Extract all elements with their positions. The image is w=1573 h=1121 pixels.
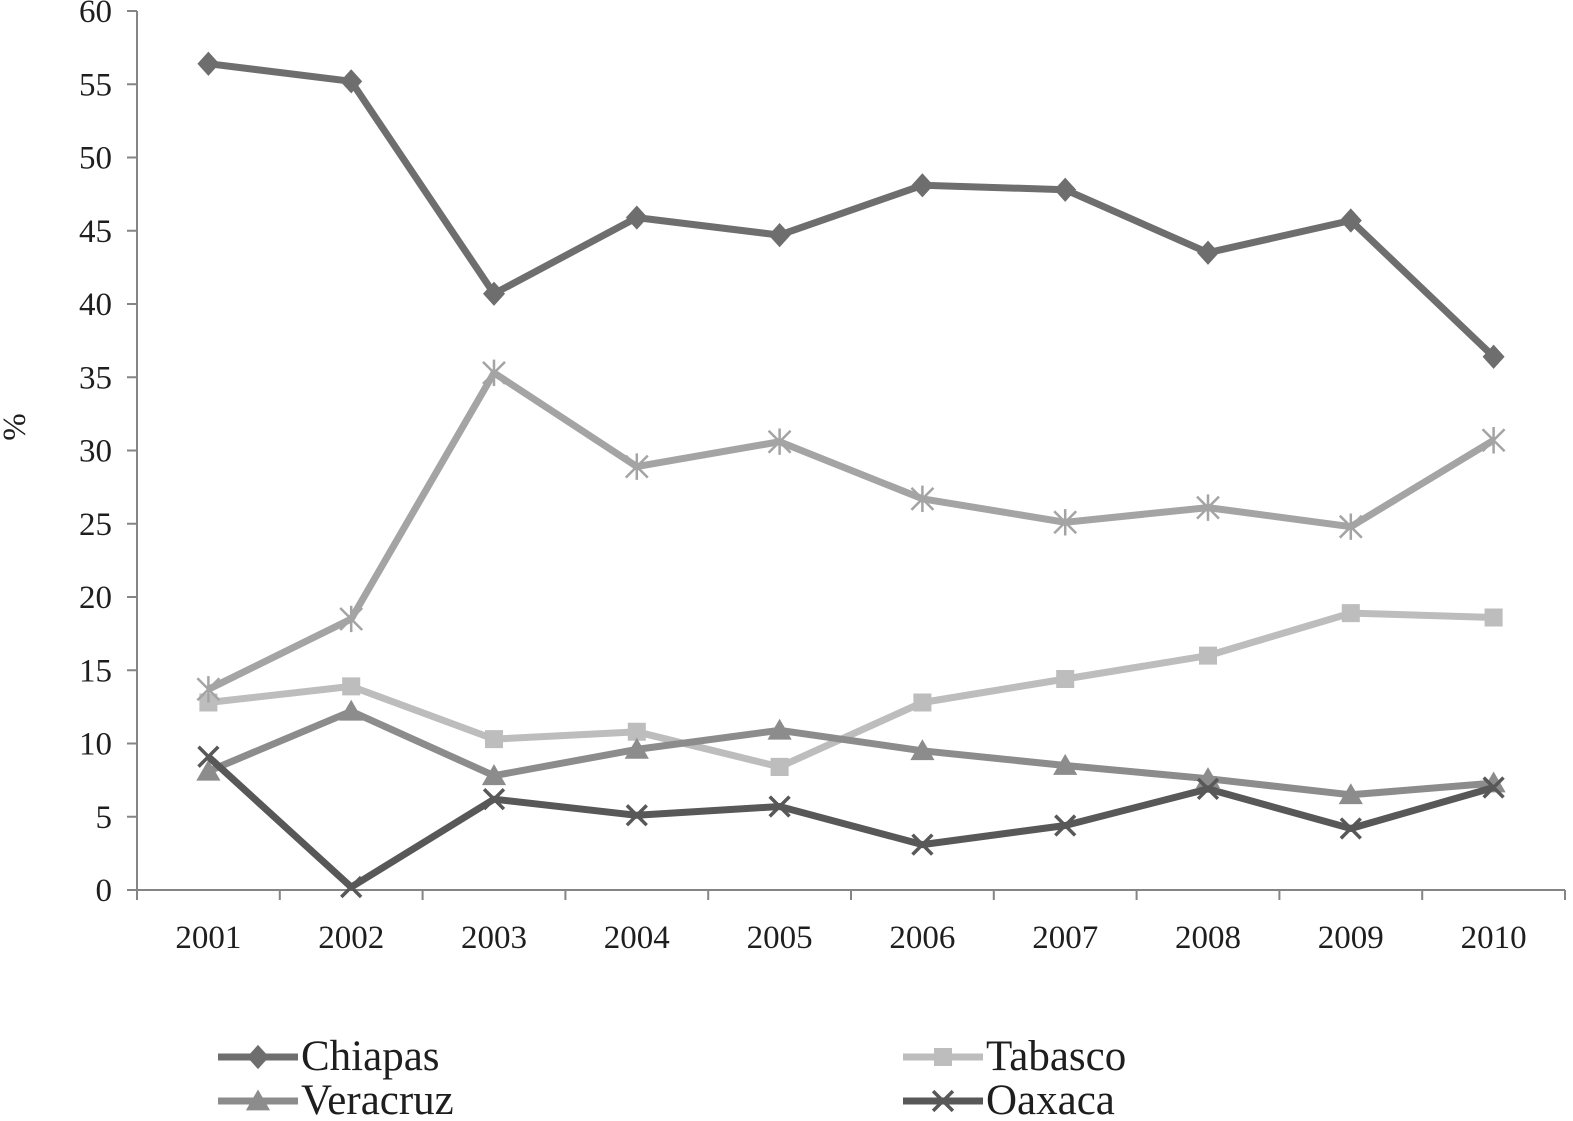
veracruz-marker-2005 <box>767 718 792 740</box>
x-tick-label: 2003 <box>461 920 527 956</box>
tabasco-marker-2010 <box>1484 608 1503 627</box>
tabasco-marker-2008 <box>1198 646 1218 665</box>
tabasco-marker-2004 <box>627 722 646 741</box>
veracruz-marker-2001 <box>196 759 221 781</box>
y-tick-label: 0 <box>96 873 113 909</box>
oaxaca-marker-2004 <box>625 804 648 827</box>
axes: 0 5 10 15 20 25 30 35 40 45 50 55 60 2001 2002 2003 2004… <box>79 0 1566 956</box>
tabasco-marker-2009 <box>1341 604 1360 623</box>
chiapas-marker-2002 <box>340 69 363 94</box>
chiapas-marker-2008 <box>1197 240 1219 265</box>
x-tick-label: 2004 <box>604 920 670 956</box>
y-tick-label: 40 <box>79 287 112 323</box>
oaxaca-marker-2005 <box>768 795 791 818</box>
chiapas-marker-2010 <box>1482 344 1505 369</box>
series-5-marker-2009 <box>1338 513 1363 540</box>
series-5-marker-2001 <box>196 676 221 703</box>
legend-diamond-icon <box>247 1044 269 1070</box>
veracruz-marker-2002 <box>339 699 364 721</box>
veracruz-marker-2007 <box>1053 753 1078 775</box>
oaxaca-marker-2006 <box>911 833 934 856</box>
chiapas-marker-2003 <box>483 281 505 306</box>
veracruz-marker-2004 <box>624 737 649 759</box>
legend: Chiapas Tabasco Veracruz Oaxaca <box>218 1033 1126 1121</box>
veracruz-marker-2009 <box>1338 783 1363 805</box>
series-5-marker-2010 <box>1481 427 1506 454</box>
legend-item-oaxaca: Oaxaca <box>903 1077 1115 1121</box>
y-tick-label: 5 <box>96 800 113 836</box>
legend-item-tabasco: Tabasco <box>903 1033 1126 1080</box>
legend-triangle-icon <box>245 1089 271 1111</box>
veracruz-series <box>196 699 1506 805</box>
series-5-line <box>206 369 1496 693</box>
oaxaca-marker-2001 <box>197 745 220 768</box>
oaxaca-marker-2008 <box>1196 777 1220 801</box>
chiapas-marker-2006 <box>911 173 934 198</box>
y-tick-label: 45 <box>79 214 112 250</box>
series-5-marker-2008 <box>1196 494 1220 521</box>
chiapas-marker-2007 <box>1054 177 1077 202</box>
y-axis-label: % <box>0 413 33 441</box>
series-5-marker-2006 <box>910 485 935 513</box>
tabasco-line <box>208 609 1494 771</box>
oaxaca-marker-2002 <box>340 875 363 899</box>
x-tick-label: 2002 <box>318 920 384 956</box>
oaxaca-marker-2007 <box>1054 814 1077 837</box>
oaxaca-marker-2003 <box>482 788 506 811</box>
y-tick-label: 15 <box>79 653 112 689</box>
oaxaca-series <box>197 745 1505 899</box>
x-tick-label: 2010 <box>1461 920 1527 956</box>
x-tick-label: 2006 <box>889 920 955 956</box>
chiapas-series <box>197 51 1505 369</box>
legend-item-chiapas: Chiapas <box>218 1033 440 1080</box>
veracruz-marker-2006 <box>910 739 935 761</box>
veracruz-marker-2003 <box>481 764 507 786</box>
x-tick-label: 2001 <box>175 920 241 956</box>
legend-square-icon <box>933 1047 953 1067</box>
tabasco-marker-2006 <box>913 693 932 712</box>
series-5-series <box>196 359 1506 703</box>
series-5-marker-2005 <box>767 428 792 455</box>
tabasco-marker-2003 <box>484 730 504 749</box>
legend-label: Oaxaca <box>986 1077 1115 1121</box>
y-tick-label: 55 <box>79 67 112 103</box>
x-tick-label: 2008 <box>1175 920 1241 956</box>
plot-area <box>196 51 1506 899</box>
oaxaca-line <box>206 754 1495 891</box>
chiapas-line <box>207 60 1497 360</box>
chiapas-marker-2005 <box>768 223 791 248</box>
y-tick-label: 20 <box>79 580 112 616</box>
series-5-marker-2002 <box>339 605 364 633</box>
y-tick-label: 25 <box>79 507 112 543</box>
veracruz-line <box>207 707 1494 799</box>
y-tick-label: 30 <box>79 434 112 470</box>
chiapas-marker-2004 <box>625 205 648 230</box>
series-5-marker-2007 <box>1053 509 1078 536</box>
legend-label: Chiapas <box>301 1033 440 1080</box>
tabasco-marker-2007 <box>1056 670 1075 689</box>
legend-label: Tabasco <box>986 1033 1126 1080</box>
chiapas-marker-2009 <box>1339 208 1362 233</box>
series-5-marker-2004 <box>624 453 649 480</box>
oaxaca-marker-2009 <box>1339 817 1362 840</box>
x-tick-label: 2005 <box>747 920 813 956</box>
tabasco-marker-2005 <box>770 757 789 776</box>
y-tick-label: 35 <box>79 360 112 396</box>
chiapas-marker-2001 <box>197 51 220 76</box>
tabasco-marker-2002 <box>342 677 361 696</box>
y-tick-label: 50 <box>79 141 112 177</box>
series-5-marker-2003 <box>482 359 506 387</box>
x-tick-label: 2007 <box>1032 920 1098 956</box>
tabasco-series <box>199 604 1503 776</box>
legend-label: Veracruz <box>301 1077 454 1121</box>
y-tick-label: 10 <box>79 727 112 763</box>
y-tick-label: 60 <box>79 0 112 30</box>
x-tick-label: 2009 <box>1318 920 1384 956</box>
legend-item-veracruz: Veracruz <box>218 1077 454 1121</box>
legend-x-icon <box>931 1089 955 1113</box>
oaxaca-marker-2010 <box>1482 776 1505 799</box>
